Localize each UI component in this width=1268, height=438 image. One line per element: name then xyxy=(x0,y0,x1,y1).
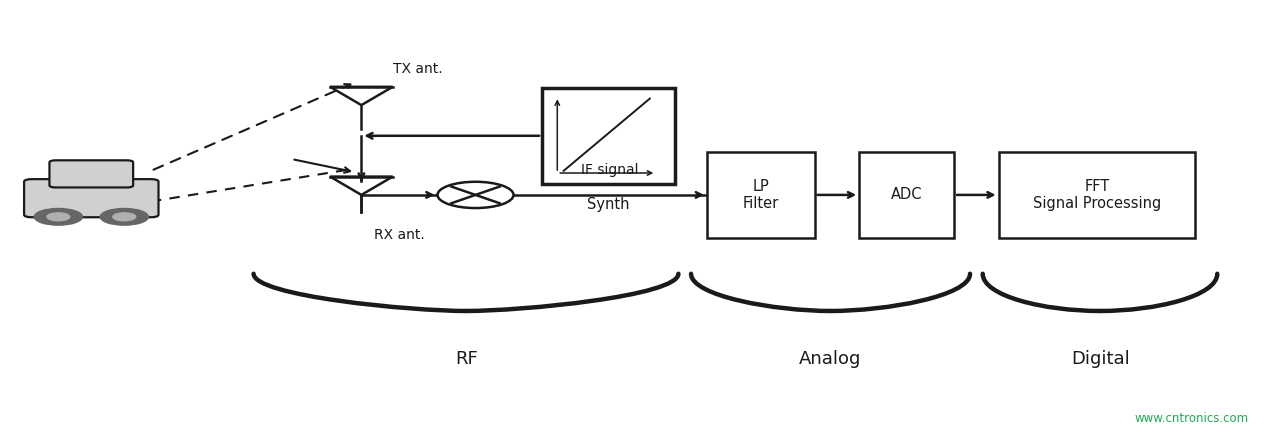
Bar xyxy=(999,152,1194,237)
Bar xyxy=(858,152,954,237)
Text: TX ant.: TX ant. xyxy=(393,62,443,76)
Text: FFT
Signal Processing: FFT Signal Processing xyxy=(1032,179,1161,211)
FancyBboxPatch shape xyxy=(49,160,133,187)
Text: RX ant.: RX ant. xyxy=(374,228,425,242)
Circle shape xyxy=(47,213,70,221)
FancyBboxPatch shape xyxy=(24,179,158,217)
Circle shape xyxy=(34,208,82,225)
Text: RF: RF xyxy=(455,350,478,368)
Text: IF signal: IF signal xyxy=(582,163,639,177)
Bar xyxy=(708,152,814,237)
Bar xyxy=(541,88,675,184)
Text: Digital: Digital xyxy=(1071,350,1130,368)
Circle shape xyxy=(100,208,148,225)
Text: LP
Filter: LP Filter xyxy=(743,179,779,211)
Circle shape xyxy=(113,213,136,221)
Text: ADC: ADC xyxy=(891,187,922,202)
Text: Analog: Analog xyxy=(799,350,862,368)
Text: Synth: Synth xyxy=(587,197,630,212)
Text: www.cntronics.com: www.cntronics.com xyxy=(1135,412,1249,425)
